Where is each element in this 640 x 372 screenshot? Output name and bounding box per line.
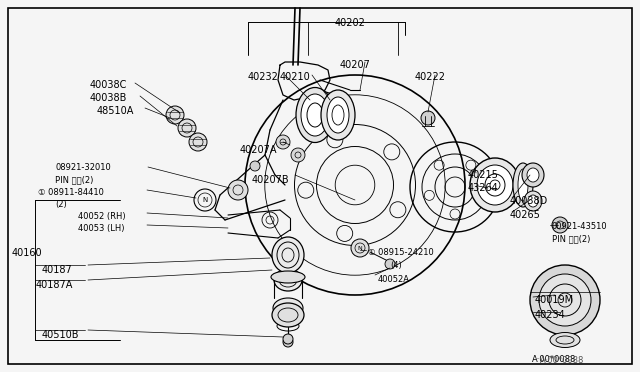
Ellipse shape	[528, 195, 538, 207]
Text: 40210: 40210	[280, 72, 311, 82]
Text: 40019M: 40019M	[535, 295, 574, 305]
Text: 40222: 40222	[415, 72, 446, 82]
Ellipse shape	[522, 163, 544, 187]
Circle shape	[351, 239, 369, 257]
Text: 40187A: 40187A	[36, 280, 74, 290]
Text: 40207: 40207	[340, 60, 371, 70]
Text: PIN ピン(2): PIN ピン(2)	[55, 175, 93, 184]
Ellipse shape	[296, 87, 334, 142]
Text: 40207A: 40207A	[240, 145, 278, 155]
Circle shape	[530, 265, 600, 335]
Text: N: N	[202, 197, 207, 203]
Ellipse shape	[327, 97, 349, 133]
Text: 40215: 40215	[468, 170, 499, 180]
Circle shape	[250, 161, 260, 171]
Ellipse shape	[518, 169, 528, 201]
Text: A·00*0088: A·00*0088	[532, 355, 577, 364]
Circle shape	[539, 274, 591, 326]
Text: 40234: 40234	[535, 310, 566, 320]
Circle shape	[276, 135, 290, 149]
Text: 40053 (LH): 40053 (LH)	[78, 224, 125, 233]
Text: 40510B: 40510B	[42, 330, 79, 340]
Ellipse shape	[477, 165, 513, 205]
Text: 40052 (RH): 40052 (RH)	[78, 212, 125, 221]
Ellipse shape	[273, 298, 303, 318]
Text: A·00*0088: A·00*0088	[540, 356, 584, 365]
Circle shape	[421, 111, 435, 125]
Text: 40038C: 40038C	[90, 80, 127, 90]
Circle shape	[291, 148, 305, 162]
Circle shape	[552, 217, 568, 233]
Text: 40038D: 40038D	[510, 196, 548, 206]
Ellipse shape	[321, 90, 355, 140]
Ellipse shape	[550, 333, 580, 347]
Text: 43264: 43264	[468, 183, 499, 193]
Text: 08921-32010: 08921-32010	[55, 163, 111, 172]
Text: 40232: 40232	[248, 72, 279, 82]
Text: 40160: 40160	[12, 248, 43, 258]
Ellipse shape	[272, 237, 304, 273]
Ellipse shape	[271, 271, 305, 283]
Circle shape	[166, 106, 184, 124]
Text: 40052A: 40052A	[378, 275, 410, 284]
Text: 40207B: 40207B	[252, 175, 290, 185]
Ellipse shape	[513, 163, 533, 207]
Circle shape	[283, 337, 293, 347]
Text: 40187: 40187	[42, 265, 73, 275]
Ellipse shape	[301, 94, 329, 136]
Text: 40265: 40265	[510, 210, 541, 220]
Ellipse shape	[527, 168, 539, 182]
Text: PIN ピン(2): PIN ピン(2)	[552, 234, 590, 243]
Circle shape	[228, 180, 248, 200]
Text: (2): (2)	[55, 200, 67, 209]
Ellipse shape	[470, 158, 520, 212]
Text: 40202: 40202	[335, 18, 366, 28]
Text: 40038B: 40038B	[90, 93, 127, 103]
Text: ① 08915-24210: ① 08915-24210	[368, 248, 434, 257]
Ellipse shape	[274, 269, 302, 291]
Circle shape	[189, 133, 207, 151]
Ellipse shape	[272, 303, 304, 327]
Ellipse shape	[524, 191, 542, 211]
Text: ① 08911-84410: ① 08911-84410	[38, 188, 104, 197]
Text: 00921-43510: 00921-43510	[552, 222, 607, 231]
Circle shape	[178, 119, 196, 137]
Circle shape	[283, 334, 293, 344]
Text: (4): (4)	[390, 261, 402, 270]
Circle shape	[385, 259, 395, 269]
Text: 48510A: 48510A	[97, 106, 134, 116]
Text: N: N	[358, 246, 362, 250]
